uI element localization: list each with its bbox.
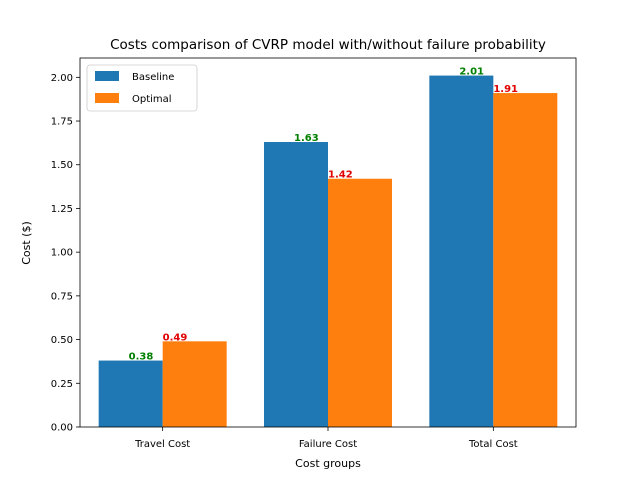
legend-label-baseline: Baseline (132, 72, 174, 83)
bar-baseline-failure-cost (264, 142, 328, 427)
bar-optimal-travel-cost (162, 341, 227, 427)
y-tick-label: 1.75 (51, 117, 73, 128)
y-tick-label: 0.00 (51, 423, 73, 434)
data-label-baseline-failure-cost: 1.63 (294, 133, 319, 144)
x-tick-label: Failure Cost (299, 439, 357, 450)
y-axis-label: Cost ($) (20, 221, 33, 265)
data-label-optimal-total-cost: 1.91 (493, 84, 518, 95)
y-tick-label: 0.50 (51, 335, 73, 346)
data-label-optimal-travel-cost: 0.49 (163, 332, 188, 343)
legend: Baseline Optimal (86, 64, 198, 112)
data-labels-group: 0.38 0.49 1.63 1.42 2.01 1.91 (129, 67, 518, 363)
data-label-baseline-total-cost: 2.01 (459, 67, 484, 78)
axes-group: Travel Cost Failure Cost Total Cost 0.00 0.2… (51, 57, 577, 450)
bar-baseline-total-cost (429, 75, 494, 428)
x-tick-label: Total Cost (468, 439, 518, 450)
y-tick-label: 2.00 (51, 73, 73, 84)
y-tick-label: 0.25 (51, 379, 73, 390)
legend-swatch-baseline (95, 71, 119, 81)
y-tick-label: 1.00 (51, 248, 73, 259)
y-tick-label: 1.25 (51, 204, 73, 215)
bar-optimal-total-cost (493, 93, 558, 428)
legend-label-optimal: Optimal (132, 94, 172, 105)
legend-swatch-optimal (95, 93, 119, 103)
x-tick-label: Travel Cost (134, 439, 190, 450)
data-label-optimal-failure-cost: 1.42 (328, 170, 353, 181)
bars-group (98, 75, 558, 428)
bar-optimal-failure-cost (328, 178, 392, 427)
data-label-baseline-travel-cost: 0.38 (129, 352, 154, 363)
chart-title: Costs comparison of CVRP model with/with… (110, 37, 546, 53)
x-axis-label: Cost groups (295, 457, 361, 470)
y-tick-label: 0.75 (51, 291, 73, 302)
y-tick-label: 1.50 (51, 160, 73, 171)
bar-baseline-travel-cost (98, 360, 163, 427)
plot-frame (79, 57, 577, 428)
